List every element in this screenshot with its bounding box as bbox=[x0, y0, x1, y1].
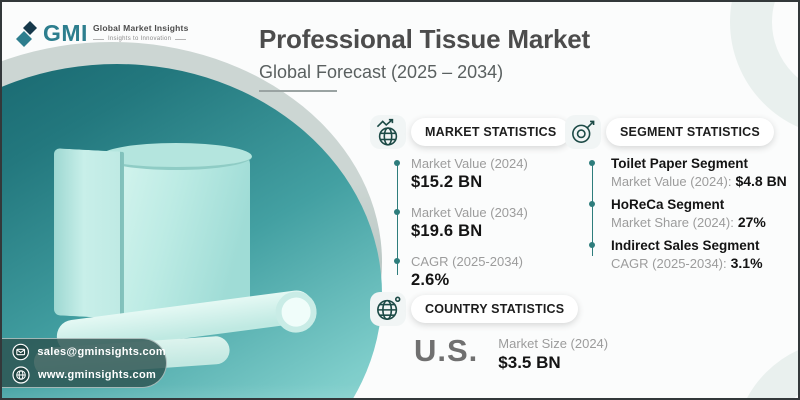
stat-label: Market Value (2034) bbox=[411, 205, 528, 220]
stat-value: $19.6 BN bbox=[411, 222, 483, 240]
stat-label: Market Share (2024): bbox=[611, 215, 734, 230]
list-item: Toilet Paper Segment Market Value (2024)… bbox=[589, 155, 787, 190]
contact-panel: sales@gminsights.com www.gminsights.com bbox=[2, 338, 167, 388]
corner-ring-decoration bbox=[734, 340, 798, 398]
stat-label: Market Size (2024) bbox=[498, 336, 609, 351]
tagline-divider bbox=[92, 38, 104, 40]
page-title: Professional Tissue Market bbox=[259, 24, 591, 54]
stat-value: 2.6% bbox=[411, 271, 450, 289]
segment-title: Toilet Paper Segment bbox=[611, 156, 749, 171]
stat-label: Market Value (2024) bbox=[411, 156, 528, 171]
website-globe-icon bbox=[12, 365, 30, 384]
stat-value: 27% bbox=[737, 214, 766, 230]
globe-icon bbox=[370, 292, 406, 326]
segment-statistics-section: SEGMENT STATISTICS Toilet Paper Segment … bbox=[565, 115, 787, 278]
segment-statistics-heading: SEGMENT STATISTICS bbox=[606, 118, 774, 146]
email-icon bbox=[12, 343, 30, 360]
market-statistics-list: Market Value (2024) $15.2 BN Market Valu… bbox=[394, 155, 570, 291]
header-block: Professional Tissue Market Global Foreca… bbox=[259, 24, 590, 92]
tagline-divider bbox=[175, 38, 187, 40]
contact-email-text: sales@gminsights.com bbox=[37, 345, 166, 358]
paper-towel-roll bbox=[100, 143, 252, 314]
list-item: Market Value (2034) $19.6 BN bbox=[394, 204, 570, 242]
stat-label: Market Value (2024): bbox=[611, 174, 732, 189]
stat-value: 3.1% bbox=[730, 255, 763, 271]
company-name: Global Market Insights bbox=[92, 23, 189, 33]
list-item: Indirect Sales Segment CAGR (2025-2034):… bbox=[589, 237, 787, 272]
stat-label: CAGR (2025-2034) bbox=[411, 254, 523, 269]
page-subtitle: Global Forecast (2025 – 2034) bbox=[259, 62, 504, 82]
globe-chart-icon bbox=[370, 115, 406, 149]
country-statistics-heading: COUNTRY STATISTICS bbox=[411, 295, 579, 323]
segment-title: Indirect Sales Segment bbox=[611, 238, 760, 253]
list-item: Market Value (2024) $15.2 BN bbox=[394, 155, 570, 193]
stat-value: $3.5 BN bbox=[498, 353, 561, 372]
market-statistics-heading: MARKET STATISTICS bbox=[411, 118, 571, 146]
list-item: HoReCa Segment Market Share (2024): 27% bbox=[589, 196, 787, 231]
country-name: U.S. bbox=[414, 333, 479, 368]
subtitle-underline bbox=[259, 90, 337, 92]
gmi-logo: GMI Global Market Insights Insights to I… bbox=[16, 20, 189, 48]
market-statistics-section: MARKET STATISTICS Market Value (2024) $1… bbox=[370, 115, 571, 302]
company-tagline: Insights to Innovation bbox=[107, 36, 172, 42]
stat-value: $4.8 BN bbox=[735, 173, 787, 189]
stat-label: CAGR (2025-2034): bbox=[611, 256, 727, 271]
list-item: CAGR (2025-2034) 2.6% bbox=[394, 253, 570, 291]
gmi-logo-mark-icon bbox=[16, 21, 37, 47]
country-statistics-section: COUNTRY STATISTICS U.S. Market Size (202… bbox=[370, 292, 608, 374]
pie-chart-icon bbox=[565, 115, 601, 149]
segment-statistics-list: Toilet Paper Segment Market Value (2024)… bbox=[589, 155, 787, 272]
contact-website-text: www.gminsights.com bbox=[38, 368, 157, 381]
gmi-logo-text: GMI bbox=[43, 20, 88, 46]
segment-title: HoReCa Segment bbox=[611, 197, 725, 212]
hanging-paper-sheet bbox=[54, 148, 124, 319]
contact-website[interactable]: www.gminsights.com bbox=[12, 365, 166, 384]
stat-value: $15.2 BN bbox=[411, 173, 483, 191]
contact-email[interactable]: sales@gminsights.com bbox=[12, 343, 166, 361]
